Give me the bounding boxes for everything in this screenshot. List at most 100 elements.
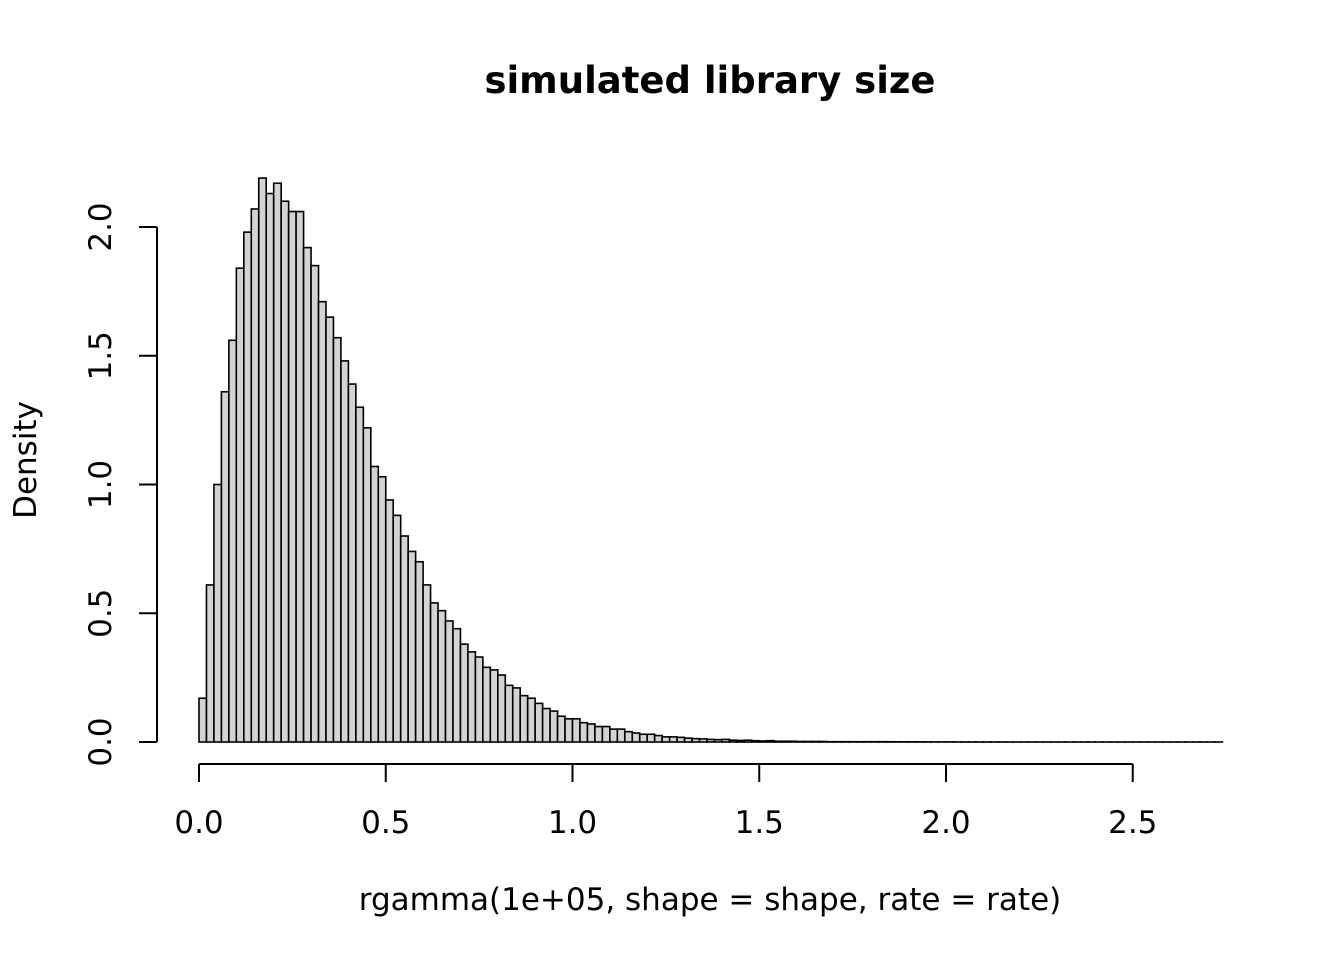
- histogram-bar: [384, 499, 395, 743]
- histogram-bar: [198, 697, 208, 743]
- histogram-bar: [310, 264, 320, 743]
- histogram-bar: [646, 733, 656, 743]
- histogram-bar: [414, 560, 424, 743]
- x-tick-label: 0.0: [174, 805, 223, 841]
- histogram-bar: [474, 656, 484, 743]
- histogram-bar: [399, 535, 409, 743]
- y-axis-label: Density: [8, 401, 44, 519]
- histogram-bars: [198, 177, 1224, 743]
- histogram-bar: [392, 514, 402, 743]
- y-tick-label: 1.0: [83, 460, 119, 509]
- histogram-bar: [482, 666, 492, 743]
- histogram-bar: [609, 728, 619, 743]
- histogram-bar: [295, 210, 305, 743]
- histogram-bar: [280, 200, 290, 743]
- histogram-bar: [818, 740, 828, 743]
- y-tick-label: 0.0: [83, 717, 119, 766]
- histogram-bar: [623, 730, 634, 743]
- histogram-bar: [676, 736, 686, 743]
- histogram-bar: [287, 210, 297, 743]
- histogram-bar: [407, 550, 417, 743]
- histogram-bar: [773, 740, 783, 743]
- histogram-bar: [340, 360, 350, 743]
- histogram-bar: [250, 208, 260, 743]
- histogram-bar: [750, 739, 761, 743]
- histogram-bar: [743, 739, 753, 743]
- x-tick-label: 2.0: [921, 805, 970, 841]
- histogram-bar: [228, 339, 238, 743]
- histogram-bar: [556, 715, 566, 743]
- x-axis-label: rgamma(1e+05, shape = shape, rate = rate…: [359, 882, 1061, 918]
- histogram-bar: [736, 739, 746, 743]
- histogram-bar: [317, 300, 327, 743]
- histogram-bar: [668, 736, 678, 743]
- histogram-bar: [511, 687, 522, 743]
- histogram-bar: [489, 669, 499, 743]
- histogram-bar: [616, 728, 626, 743]
- histogram-bar: [220, 390, 230, 743]
- histogram-bar: [332, 336, 342, 743]
- x-tick-label: 0.5: [361, 805, 410, 841]
- histogram-bar: [504, 684, 514, 743]
- chart-title: simulated library size: [484, 59, 935, 102]
- histogram-bar: [459, 643, 469, 743]
- histogram-bar: [698, 738, 708, 743]
- histogram-bar: [661, 736, 671, 743]
- y-axis: 0.0 0.5 1.0 1.5 2.0: [83, 202, 158, 767]
- histogram-bar: [653, 734, 663, 743]
- histogram-bar: [788, 740, 798, 743]
- histogram-bar: [257, 177, 268, 743]
- histogram-bar: [362, 427, 372, 743]
- histogram-bar: [765, 739, 775, 743]
- histogram-bar: [810, 740, 820, 743]
- histogram-bar: [355, 406, 365, 743]
- histogram-bar: [422, 584, 432, 743]
- histogram-bar: [795, 740, 805, 743]
- x-axis: 0.0 0.5 1.0 1.5 2.0 2.5: [174, 763, 1157, 841]
- histogram-bar: [519, 694, 529, 743]
- histogram-bar: [452, 627, 462, 743]
- y-tick-label: 0.5: [83, 589, 119, 638]
- histogram-bar: [549, 710, 559, 743]
- histogram-bar: [541, 707, 551, 743]
- x-tick-label: 1.0: [548, 805, 597, 841]
- histogram-bar: [683, 737, 693, 743]
- x-tick-label: 2.5: [1108, 805, 1157, 841]
- histogram-bar: [728, 739, 738, 743]
- histogram-bar: [213, 483, 223, 743]
- y-tick-label: 1.5: [83, 331, 119, 380]
- histogram-bar: [467, 651, 477, 743]
- histogram-bar: [706, 738, 716, 743]
- histogram-bar: [377, 475, 387, 743]
- histogram-bar: [564, 718, 574, 743]
- histogram-bar: [638, 733, 648, 743]
- histogram-bar: [691, 737, 701, 743]
- histogram-bar: [803, 740, 813, 743]
- histogram-bar: [235, 267, 245, 743]
- histogram-bar: [579, 721, 589, 743]
- histogram-bar: [205, 584, 215, 743]
- histogram-bar: [272, 182, 282, 743]
- histogram-bar: [243, 231, 253, 743]
- histogram-bar: [444, 620, 454, 743]
- histogram-bar: [780, 740, 790, 743]
- histogram-bar: [631, 732, 641, 743]
- histogram-bar: [713, 738, 723, 743]
- histogram-bar: [429, 602, 439, 743]
- histogram-bar: [586, 723, 596, 743]
- histogram-bar: [758, 740, 768, 743]
- histogram-bar: [302, 246, 312, 743]
- y-tick-label: 2.0: [83, 202, 119, 251]
- histogram-bar: [526, 697, 536, 743]
- histogram-bar: [601, 725, 611, 743]
- histogram-bar: [534, 702, 544, 743]
- histogram-bar: [496, 674, 507, 743]
- x-tick-label: 1.5: [735, 805, 784, 841]
- histogram-bar: [594, 725, 604, 743]
- histogram-bar: [721, 738, 731, 743]
- histogram-bar: [370, 465, 380, 743]
- histogram-bar: [437, 609, 447, 743]
- histogram-bar: [347, 383, 357, 743]
- histogram-bar: [265, 192, 275, 743]
